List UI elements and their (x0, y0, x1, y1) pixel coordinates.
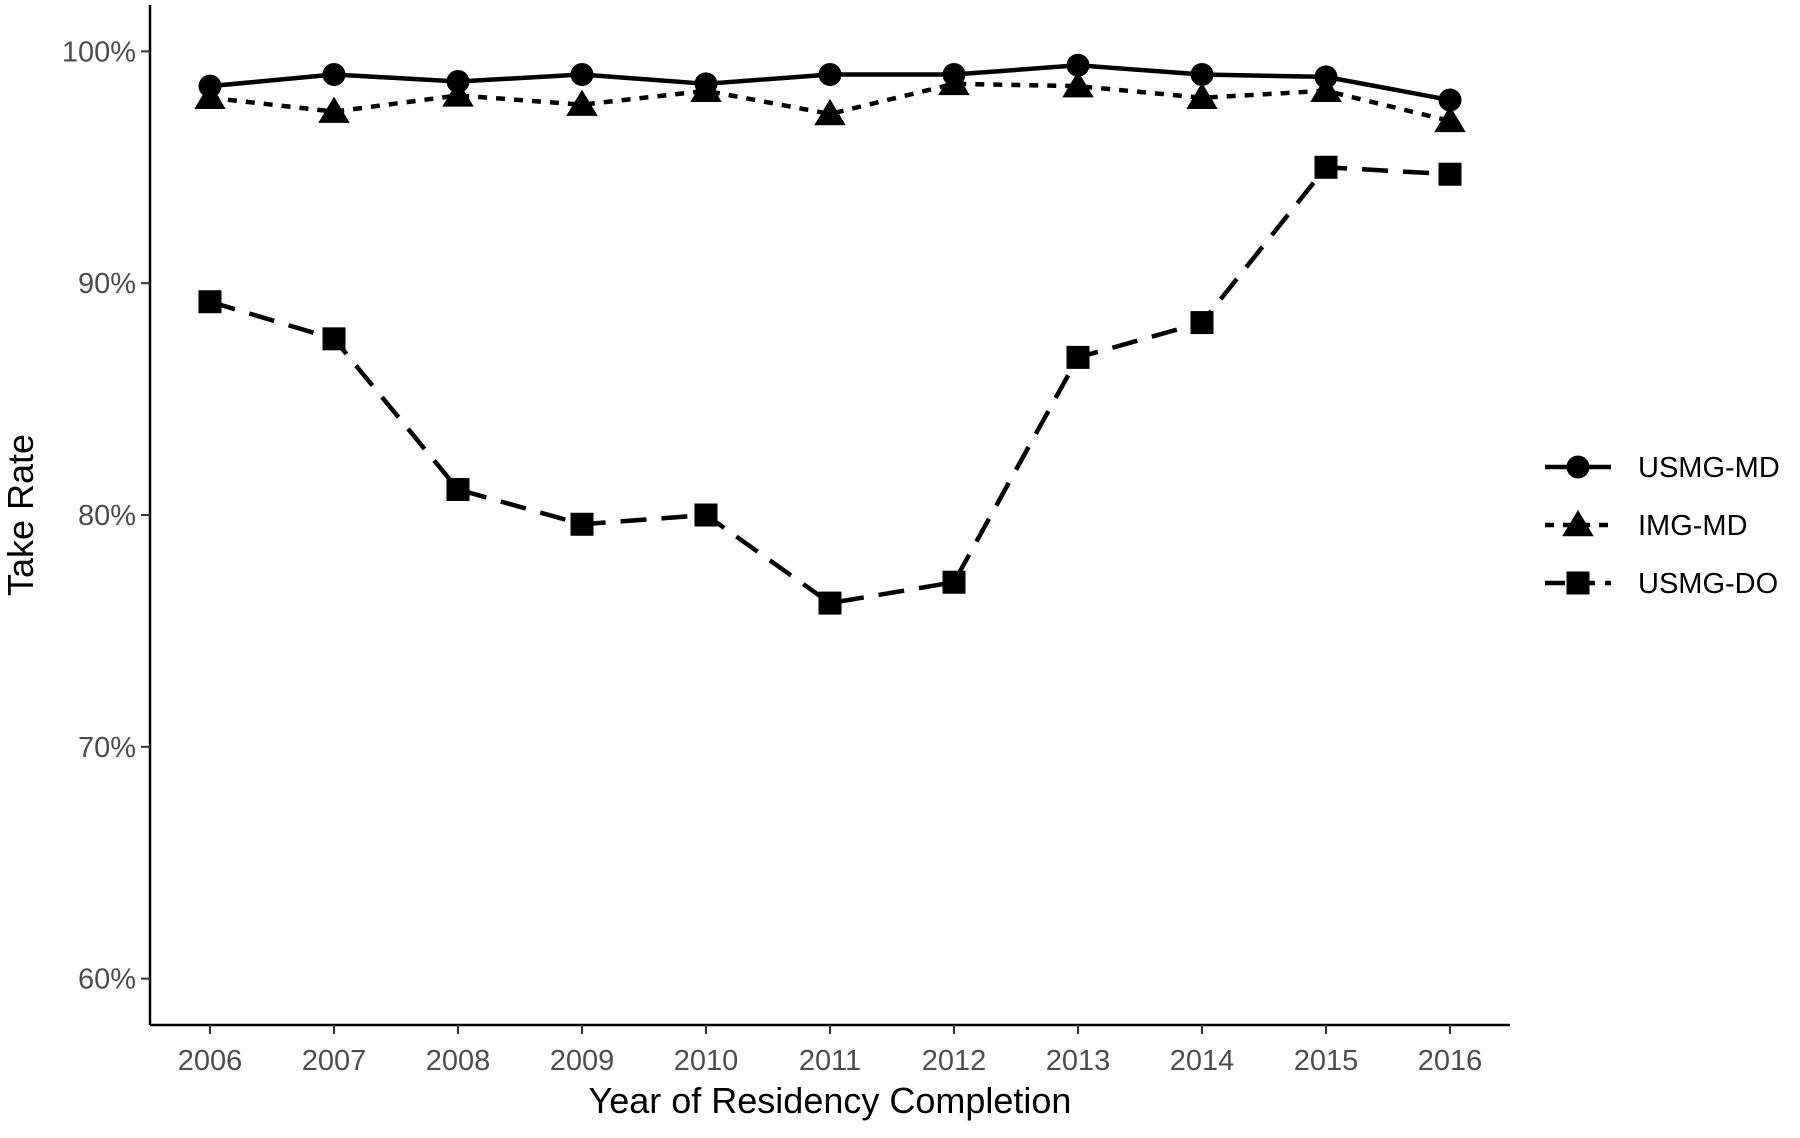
data-point-usmg-md (818, 63, 842, 87)
data-point-img-md (1186, 82, 1218, 109)
x-tick-label: 2009 (550, 1045, 615, 1077)
legend-marker-usmg-do (1566, 571, 1590, 595)
x-tick-label: 2012 (922, 1045, 987, 1077)
data-point-usmg-do (1438, 162, 1462, 186)
data-point-usmg-md (322, 63, 346, 87)
data-point-usmg-md (570, 63, 594, 87)
data-point-img-md (814, 98, 846, 126)
x-tick-label: 2007 (302, 1045, 367, 1077)
data-point-img-md (442, 80, 474, 107)
data-point-usmg-do (1066, 345, 1090, 369)
y-tick-label: 100% (62, 36, 136, 68)
series-line-usmg-do (209, 165, 1451, 606)
data-point-usmg-md (1438, 88, 1462, 112)
data-point-img-md (318, 96, 350, 123)
data-point-usmg-md (1066, 53, 1090, 77)
plot-axes (148, 5, 1510, 1027)
y-tick-label: 90% (78, 268, 136, 300)
y-tick-label: 70% (78, 732, 136, 764)
data-point-img-md (1062, 71, 1094, 98)
data-point-img-md (938, 68, 970, 96)
series-img-md (194, 68, 1466, 133)
x-axis-title: Year of Residency Completion (589, 1080, 1072, 1121)
legend-label-usmg-do: USMG-DO (1638, 568, 1778, 600)
data-point-usmg-do (322, 327, 346, 351)
y-axis-ticks: 60% 70% 80% 90% 100% (62, 36, 150, 996)
legend-label-img-md: IMG-MD (1638, 510, 1748, 542)
data-point-img-md (1434, 105, 1466, 133)
x-tick-label: 2013 (1046, 1045, 1111, 1077)
legend-marker-usmg-md (1566, 455, 1590, 479)
x-tick-label: 2014 (1170, 1045, 1235, 1077)
data-point-img-md (566, 89, 598, 116)
data-point-usmg-do (1314, 155, 1338, 179)
data-point-usmg-do (818, 591, 842, 615)
data-point-usmg-do (694, 503, 718, 527)
y-axis-title: Take Rate (0, 434, 41, 596)
data-point-usmg-do (446, 478, 470, 501)
legend-marker-img-md (1562, 510, 1594, 537)
y-tick-label: 80% (78, 500, 136, 532)
y-tick-label: 60% (78, 964, 136, 996)
x-tick-label: 2015 (1294, 1045, 1359, 1077)
data-point-usmg-do (570, 512, 594, 536)
series-layer (194, 53, 1466, 615)
data-point-usmg-do (942, 570, 966, 594)
data-point-usmg-do (198, 290, 222, 314)
series-usmg-do (198, 155, 1462, 615)
legend-item-usmg-md: USMG-MD (1545, 452, 1780, 484)
x-tick-label: 2011 (799, 1045, 861, 1077)
x-tick-label: 2006 (178, 1045, 243, 1077)
x-axis-ticks: 2006 2007 2008 2009 2010 2011 2012 2013 2014 2015… (178, 1025, 1483, 1077)
x-tick-label: 2010 (674, 1045, 739, 1077)
x-tick-label: 2016 (1418, 1045, 1483, 1077)
data-point-usmg-do (1190, 311, 1214, 335)
legend-item-img-md: IMG-MD (1545, 510, 1748, 542)
data-point-usmg-md (1190, 63, 1214, 87)
data-point-img-md (194, 82, 226, 109)
legend: USMG-MD IMG-MD USMG-DO (1545, 452, 1780, 600)
data-point-img-md (1310, 75, 1342, 103)
legend-label-usmg-md: USMG-MD (1638, 452, 1780, 484)
x-tick-label: 2008 (426, 1045, 491, 1077)
data-point-img-md (690, 75, 722, 103)
legend-item-usmg-do: USMG-DO (1545, 568, 1778, 600)
